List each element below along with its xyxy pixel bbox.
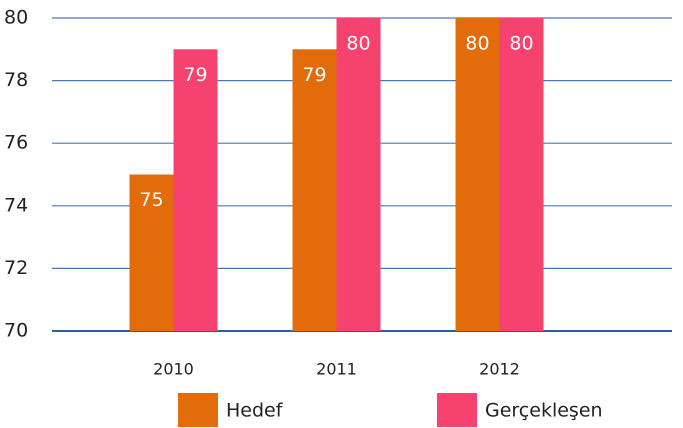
bar xyxy=(336,18,381,331)
value-label: 80 xyxy=(509,33,533,55)
legend-label: Gerçekleşen xyxy=(485,400,603,422)
y-tick-label: 72 xyxy=(4,257,28,279)
bar xyxy=(499,18,544,331)
y-tick-label: 74 xyxy=(4,194,28,216)
value-label: 79 xyxy=(302,64,326,86)
bar xyxy=(129,174,174,331)
value-label: 75 xyxy=(139,189,163,211)
bar xyxy=(455,18,500,331)
y-tick-label: 76 xyxy=(4,132,28,154)
legend-swatch xyxy=(437,393,477,427)
bar xyxy=(292,49,337,332)
value-label: 79 xyxy=(183,64,207,86)
y-tick-label: 78 xyxy=(4,69,28,91)
y-tick-label: 80 xyxy=(4,7,28,29)
legend-label: Hedef xyxy=(226,400,284,422)
x-tick-label: 2012 xyxy=(479,360,520,379)
value-label: 80 xyxy=(346,33,370,55)
legend-swatch xyxy=(178,393,218,427)
value-label: 80 xyxy=(465,33,489,55)
bar xyxy=(173,49,218,332)
x-tick-label: 2010 xyxy=(153,360,194,379)
x-tick-label: 2011 xyxy=(316,360,357,379)
y-tick-label: 70 xyxy=(4,320,28,342)
